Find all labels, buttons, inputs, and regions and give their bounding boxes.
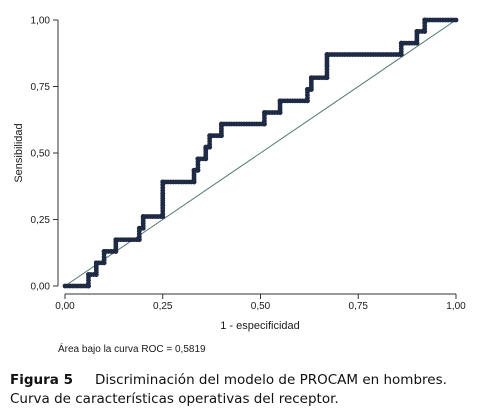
roc-chart: 0,00 0,25 0,50 0,75 1,00 0,00 0,25 0,50 0,75 1,0… xyxy=(13,16,466,356)
x-tick-label: 0,00 xyxy=(55,301,75,312)
y-tick-label: 0,75 xyxy=(31,82,51,93)
y-tick-label: 0,25 xyxy=(31,215,51,226)
figure-caption: Figura 5 Discriminación del modelo de PRO… xyxy=(10,371,485,409)
x-ticks: 0,00 0,25 0,50 0,75 1,00 xyxy=(55,294,466,312)
y-tick-label: 0,00 xyxy=(31,282,51,293)
x-tick-label: 0,50 xyxy=(251,301,271,312)
y-axis-title: Sensibilidad xyxy=(13,123,25,182)
x-tick-label: 0,75 xyxy=(349,301,369,312)
y-ticks: 0,00 0,25 0,50 0,75 1,00 xyxy=(31,16,58,293)
roc-curve-points xyxy=(62,17,459,289)
x-tick-label: 1,00 xyxy=(446,301,466,312)
y-tick-label: 1,00 xyxy=(31,16,51,27)
figure-caption-text: Discriminación del modelo de PROCAM en h… xyxy=(10,372,447,407)
reference-diagonal-line xyxy=(64,19,457,287)
x-tick-label: 0,25 xyxy=(153,301,173,312)
figure-label: Figura 5 xyxy=(10,372,73,388)
roc-point xyxy=(453,17,459,23)
x-axis-title: 1 - especificidad xyxy=(220,320,300,332)
y-tick-label: 0,50 xyxy=(31,149,51,160)
auc-annotation: Área bajo la curva ROC = 0,5819 xyxy=(58,342,206,355)
